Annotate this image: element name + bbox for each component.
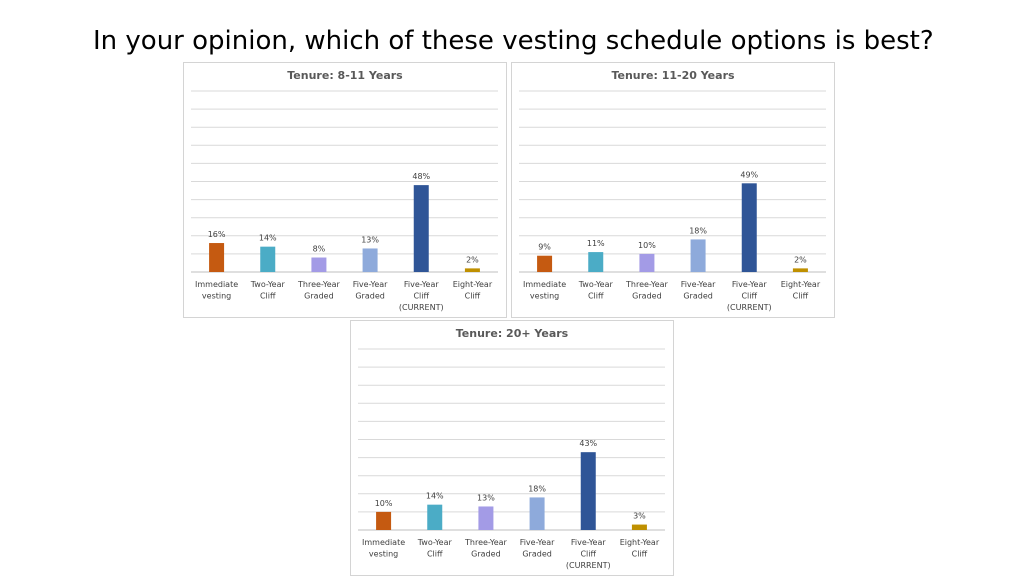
bar	[209, 243, 225, 272]
data-label: 18%	[528, 484, 546, 493]
chart-tenure-11-20: Tenure: 11-20 Years 9% Immediate vesting 11%…	[519, 69, 826, 312]
bar	[478, 506, 494, 530]
bar	[639, 253, 655, 272]
data-label: 2%	[466, 255, 479, 264]
category-label: Immediate vesting	[523, 280, 566, 301]
bar	[376, 511, 392, 530]
bar	[741, 183, 757, 272]
data-label: 13%	[361, 235, 379, 244]
data-label: 18%	[689, 226, 707, 235]
category-label: Eight-Year Cliff	[453, 280, 493, 301]
category-label: Immediate vesting	[362, 538, 405, 559]
chart-title: Tenure: 20+ Years	[456, 327, 569, 340]
chart-panel-tenure-8-11: Tenure: 8-11 Years 16% Immediate vesting 14%…	[183, 62, 507, 318]
chart-tenure-20-plus: Tenure: 20+ Years 10% Immediate vesting 14% T…	[358, 327, 665, 570]
chart-tenure-8-11: Tenure: 8-11 Years 16% Immediate vesting 14%…	[191, 69, 498, 312]
chart-panel-tenure-20-plus: Tenure: 20+ Years 10% Immediate vesting 14% T…	[350, 320, 674, 576]
data-label: 10%	[375, 499, 393, 508]
category-label: Five-Year Graded	[353, 280, 388, 301]
category-label: Three-Year Graded	[464, 538, 508, 559]
data-label: 9%	[538, 243, 551, 252]
category-label: Two-Year Cliff	[417, 538, 453, 559]
bar	[588, 252, 604, 272]
category-label: Five-Year Graded	[681, 280, 716, 301]
data-label: 2%	[794, 255, 807, 264]
data-label: 10%	[638, 241, 656, 250]
chart-title: Tenure: 11-20 Years	[611, 69, 735, 82]
data-label: 3%	[633, 512, 646, 521]
data-label: 14%	[426, 492, 444, 501]
category-label: Three-Year Graded	[625, 280, 669, 301]
data-label: 11%	[587, 239, 605, 248]
chart-title: Tenure: 8-11 Years	[287, 69, 403, 82]
slide-title: In your opinion, which of these vesting …	[93, 26, 934, 56]
bar	[537, 255, 553, 272]
bar	[792, 268, 808, 272]
bar	[580, 452, 596, 530]
data-label: 8%	[313, 245, 326, 254]
category-label: Immediate vesting	[195, 280, 238, 301]
bar	[464, 268, 480, 272]
category-label: Two-Year Cliff	[250, 280, 286, 301]
category-label: Five-Year Cliff (CURRENT)	[727, 280, 772, 312]
bar	[631, 524, 647, 530]
chart-panel-tenure-11-20: Tenure: 11-20 Years 9% Immediate vesting 11%…	[511, 62, 835, 318]
category-label: Five-Year Cliff (CURRENT)	[399, 280, 444, 312]
bar	[427, 504, 443, 530]
data-label: 49%	[740, 170, 758, 179]
data-label: 13%	[477, 493, 495, 502]
bar	[529, 497, 545, 530]
data-label: 14%	[259, 234, 277, 243]
data-label: 16%	[208, 230, 226, 239]
category-label: Two-Year Cliff	[578, 280, 614, 301]
bar	[260, 246, 276, 272]
category-label: Eight-Year Cliff	[781, 280, 821, 301]
bar	[413, 185, 429, 272]
category-label: Five-Year Graded	[520, 538, 555, 559]
bar	[690, 239, 706, 272]
category-label: Eight-Year Cliff	[620, 538, 660, 559]
category-label: Five-Year Cliff (CURRENT)	[566, 538, 611, 570]
bar	[362, 248, 378, 272]
data-label: 43%	[579, 439, 597, 448]
category-label: Three-Year Graded	[297, 280, 341, 301]
bar	[311, 257, 327, 272]
data-label: 48%	[412, 172, 430, 181]
